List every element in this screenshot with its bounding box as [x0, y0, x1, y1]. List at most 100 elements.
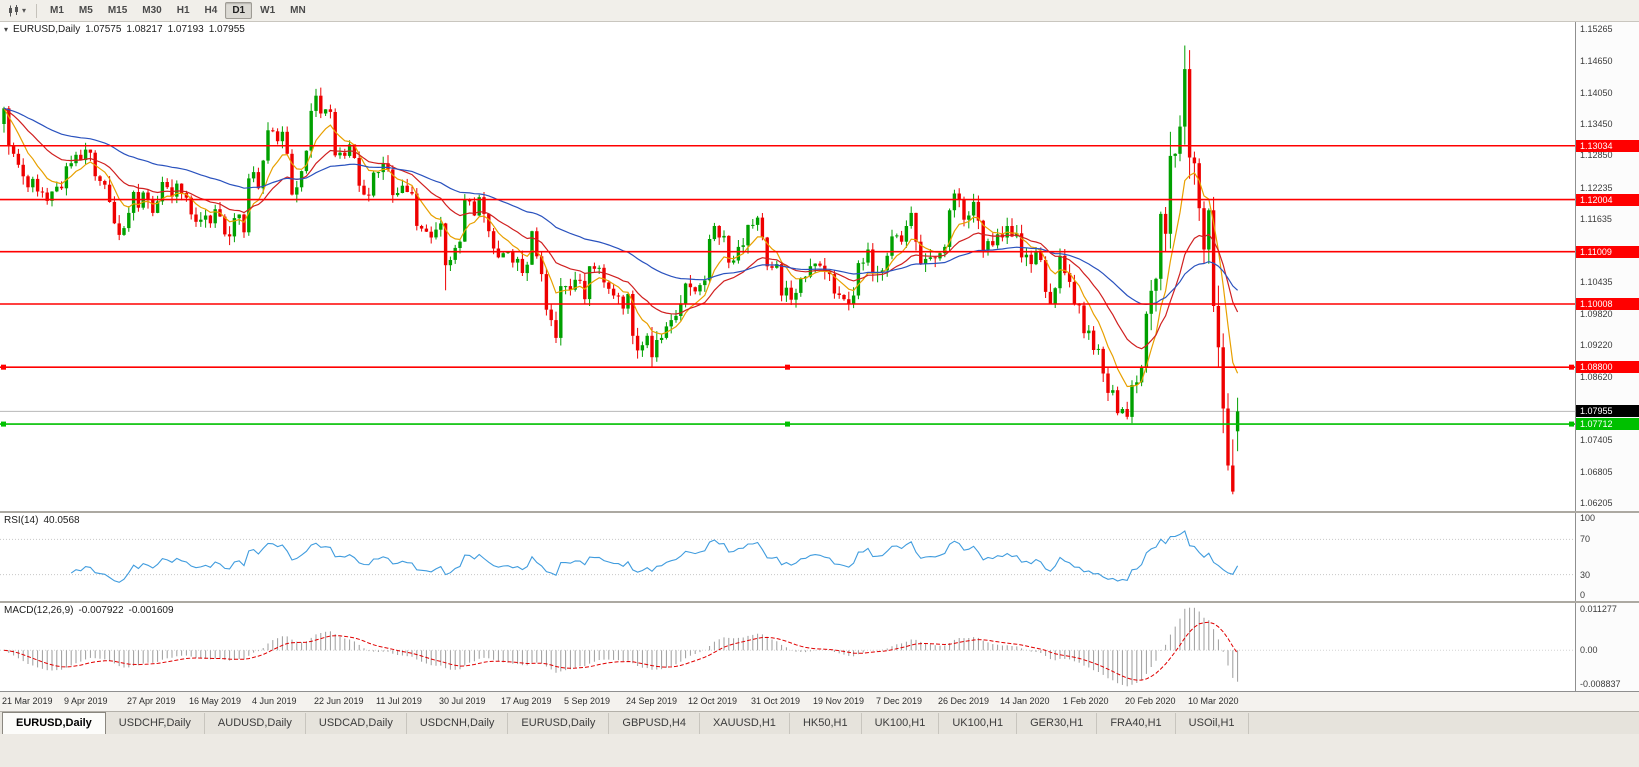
- timeframe-button-d1[interactable]: D1: [225, 2, 253, 19]
- macd-signal-line: [3, 621, 1239, 681]
- rsi-axis-label: 70: [1580, 534, 1591, 544]
- line-handle[interactable]: [785, 364, 790, 370]
- current-price-badge: 1.07955: [1576, 405, 1639, 417]
- date-label: 22 Jun 2019: [314, 696, 364, 706]
- price-level-badge: 1.11009: [1576, 246, 1639, 258]
- chart-tab-ger30-h1[interactable]: GER30,H1: [1017, 713, 1098, 734]
- price-level-badge: 1.07712: [1576, 418, 1639, 430]
- price-axis-label: 1.11635: [1580, 214, 1612, 224]
- date-label: 4 Jun 2019: [252, 696, 297, 706]
- timeframe-button-h1[interactable]: H1: [176, 5, 190, 16]
- date-label: 27 Apr 2019: [127, 696, 176, 706]
- timeframe-toolbar: ▾ M1 M5 M15 M30 H1 H4 D1 W1 MN: [0, 0, 1639, 22]
- date-label: 7 Dec 2019: [876, 696, 923, 706]
- moving-average-21: [3, 107, 1239, 350]
- rsi-line: [70, 530, 1239, 583]
- price-axis-label: 1.09220: [1580, 340, 1613, 350]
- date-label: 20 Feb 2020: [1125, 696, 1176, 706]
- panel-splitter[interactable]: [0, 511, 1639, 513]
- macd-axis-max: 0.011277: [1580, 604, 1617, 614]
- price-chart-plot[interactable]: ▾ EURUSD,Daily 1.07575 1.08217 1.07193 1…: [0, 22, 1575, 511]
- moving-average-55: [3, 107, 1239, 306]
- price-axis[interactable]: 1.15265 1.14650 1.14050 1.13450 1.12850 1.122…: [1575, 22, 1639, 511]
- date-label: 19 Nov 2019: [813, 696, 865, 706]
- line-handle[interactable]: [1, 364, 6, 370]
- line-handle[interactable]: [1569, 364, 1574, 370]
- chart-tab-usoil-h1[interactable]: USOil,H1: [1176, 713, 1249, 734]
- panel-splitter[interactable]: [0, 601, 1639, 603]
- timeframe-button-m30[interactable]: M30: [142, 5, 162, 16]
- chart-tab-uk100-h1[interactable]: UK100,H1: [939, 713, 1018, 734]
- status-bar: [0, 734, 1639, 767]
- price-axis-label: 1.13450: [1580, 119, 1613, 129]
- timeframe-button-h4[interactable]: H4: [204, 5, 218, 16]
- rsi-value: 40.0568: [43, 515, 80, 526]
- chart-tab-usdcad-daily[interactable]: USDCAD,Daily: [306, 713, 407, 734]
- price-level-badge: 1.10008: [1576, 298, 1639, 310]
- ohlc-close: 1.07955: [208, 24, 245, 35]
- rsi-axis-label: 30: [1580, 570, 1591, 580]
- macd-axis-zero: 0.00: [1580, 645, 1598, 655]
- price-axis-label: 1.10435: [1580, 277, 1613, 287]
- price-level-badge: 1.12004: [1576, 194, 1639, 206]
- collapse-arrow-icon[interactable]: ▾: [4, 25, 9, 34]
- price-axis-label: 1.12235: [1580, 183, 1613, 193]
- macd-name: MACD(12,26,9): [4, 605, 74, 616]
- date-label: 12 Oct 2019: [688, 696, 738, 706]
- date-label: 9 Apr 2019: [64, 696, 108, 706]
- candlestick-chart-icon: [9, 4, 18, 16]
- price-axis-label: 1.06205: [1580, 498, 1613, 508]
- timeframe-button-m15[interactable]: M15: [107, 5, 128, 16]
- price-axis-label: 1.07405: [1580, 435, 1613, 445]
- timeframe-button-m1[interactable]: M1: [50, 5, 64, 16]
- macd-main-value: -0.007922: [78, 605, 124, 616]
- price-level-badge: 1.13034: [1576, 140, 1639, 152]
- date-label: 11 Jul 2019: [376, 696, 422, 706]
- chart-tab-usdchf-daily[interactable]: USDCHF,Daily: [106, 713, 205, 734]
- chart-tab-fra40-h1[interactable]: FRA40,H1: [1097, 713, 1176, 734]
- line-handle[interactable]: [1569, 421, 1574, 427]
- date-label: 31 Oct 2019: [751, 696, 801, 706]
- ohlc-low: 1.07193: [167, 24, 204, 35]
- date-label: 1 Feb 2020: [1063, 696, 1109, 706]
- macd-chart-svg: [0, 607, 1575, 687]
- chart-tab-hk50-h1[interactable]: HK50,H1: [790, 713, 862, 734]
- macd-axis[interactable]: 0.011277 0.00 -0.008837: [1575, 603, 1639, 691]
- timeframe-button-mn[interactable]: MN: [290, 5, 306, 16]
- price-axis-label: 1.14050: [1580, 88, 1613, 98]
- price-chart-panel: ▾ EURUSD,Daily 1.07575 1.08217 1.07193 1…: [0, 22, 1639, 511]
- ohlc-high: 1.08217: [126, 24, 163, 35]
- date-label: 21 Mar 2019: [2, 696, 53, 706]
- moving-average-8: [3, 108, 1239, 388]
- time-axis[interactable]: 21 Mar 2019 9 Apr 2019 27 Apr 2019 16 May 2…: [0, 691, 1639, 711]
- rsi-axis[interactable]: 100 70 30 0: [1575, 513, 1639, 601]
- chart-tab-eurusd-daily[interactable]: EURUSD,Daily: [2, 712, 106, 734]
- timeframe-button-m5[interactable]: M5: [78, 5, 93, 16]
- chart-tab-eurusd-daily[interactable]: EURUSD,Daily: [508, 713, 610, 734]
- date-label: 17 Aug 2019: [501, 696, 552, 706]
- chart-type-button[interactable]: ▾: [3, 3, 30, 19]
- price-axis-label: 1.14650: [1580, 56, 1613, 66]
- timeframe-buttons: M1 M5 M15 M30 H1 H4 D1 W1 MN: [43, 2, 313, 19]
- chart-tab-audusd-daily[interactable]: AUDUSD,Daily: [205, 713, 306, 734]
- chart-tab-uk100-h1[interactable]: UK100,H1: [862, 713, 940, 734]
- chart-tab-usdcnh-daily[interactable]: USDCNH,Daily: [407, 713, 509, 734]
- macd-plot[interactable]: MACD(12,26,9) -0.007922 -0.001609: [0, 603, 1575, 691]
- rsi-plot[interactable]: RSI(14) 40.0568: [0, 513, 1575, 601]
- ohlc-open: 1.07575: [85, 24, 122, 35]
- price-axis-label: 1.06805: [1580, 467, 1613, 477]
- date-label: 10 Mar 2020: [1188, 696, 1239, 706]
- line-handle[interactable]: [785, 421, 790, 427]
- price-axis-label: 1.08620: [1580, 372, 1613, 382]
- date-label: 24 Sep 2019: [626, 696, 678, 706]
- date-label: 14 Jan 2020: [1000, 696, 1050, 706]
- line-handle[interactable]: [1, 421, 6, 427]
- price-axis-label: 1.09820: [1580, 309, 1613, 319]
- toolbar-separator: [36, 3, 38, 18]
- price-axis-label: 1.15265: [1580, 24, 1613, 34]
- timeframe-button-w1[interactable]: W1: [260, 5, 276, 16]
- rsi-chart-svg: [0, 530, 1575, 583]
- candlestick-chart-svg: [0, 45, 1575, 495]
- chart-tab-xauusd-h1[interactable]: XAUUSD,H1: [700, 713, 790, 734]
- chart-tab-gbpusd-h4[interactable]: GBPUSD,H4: [609, 713, 700, 734]
